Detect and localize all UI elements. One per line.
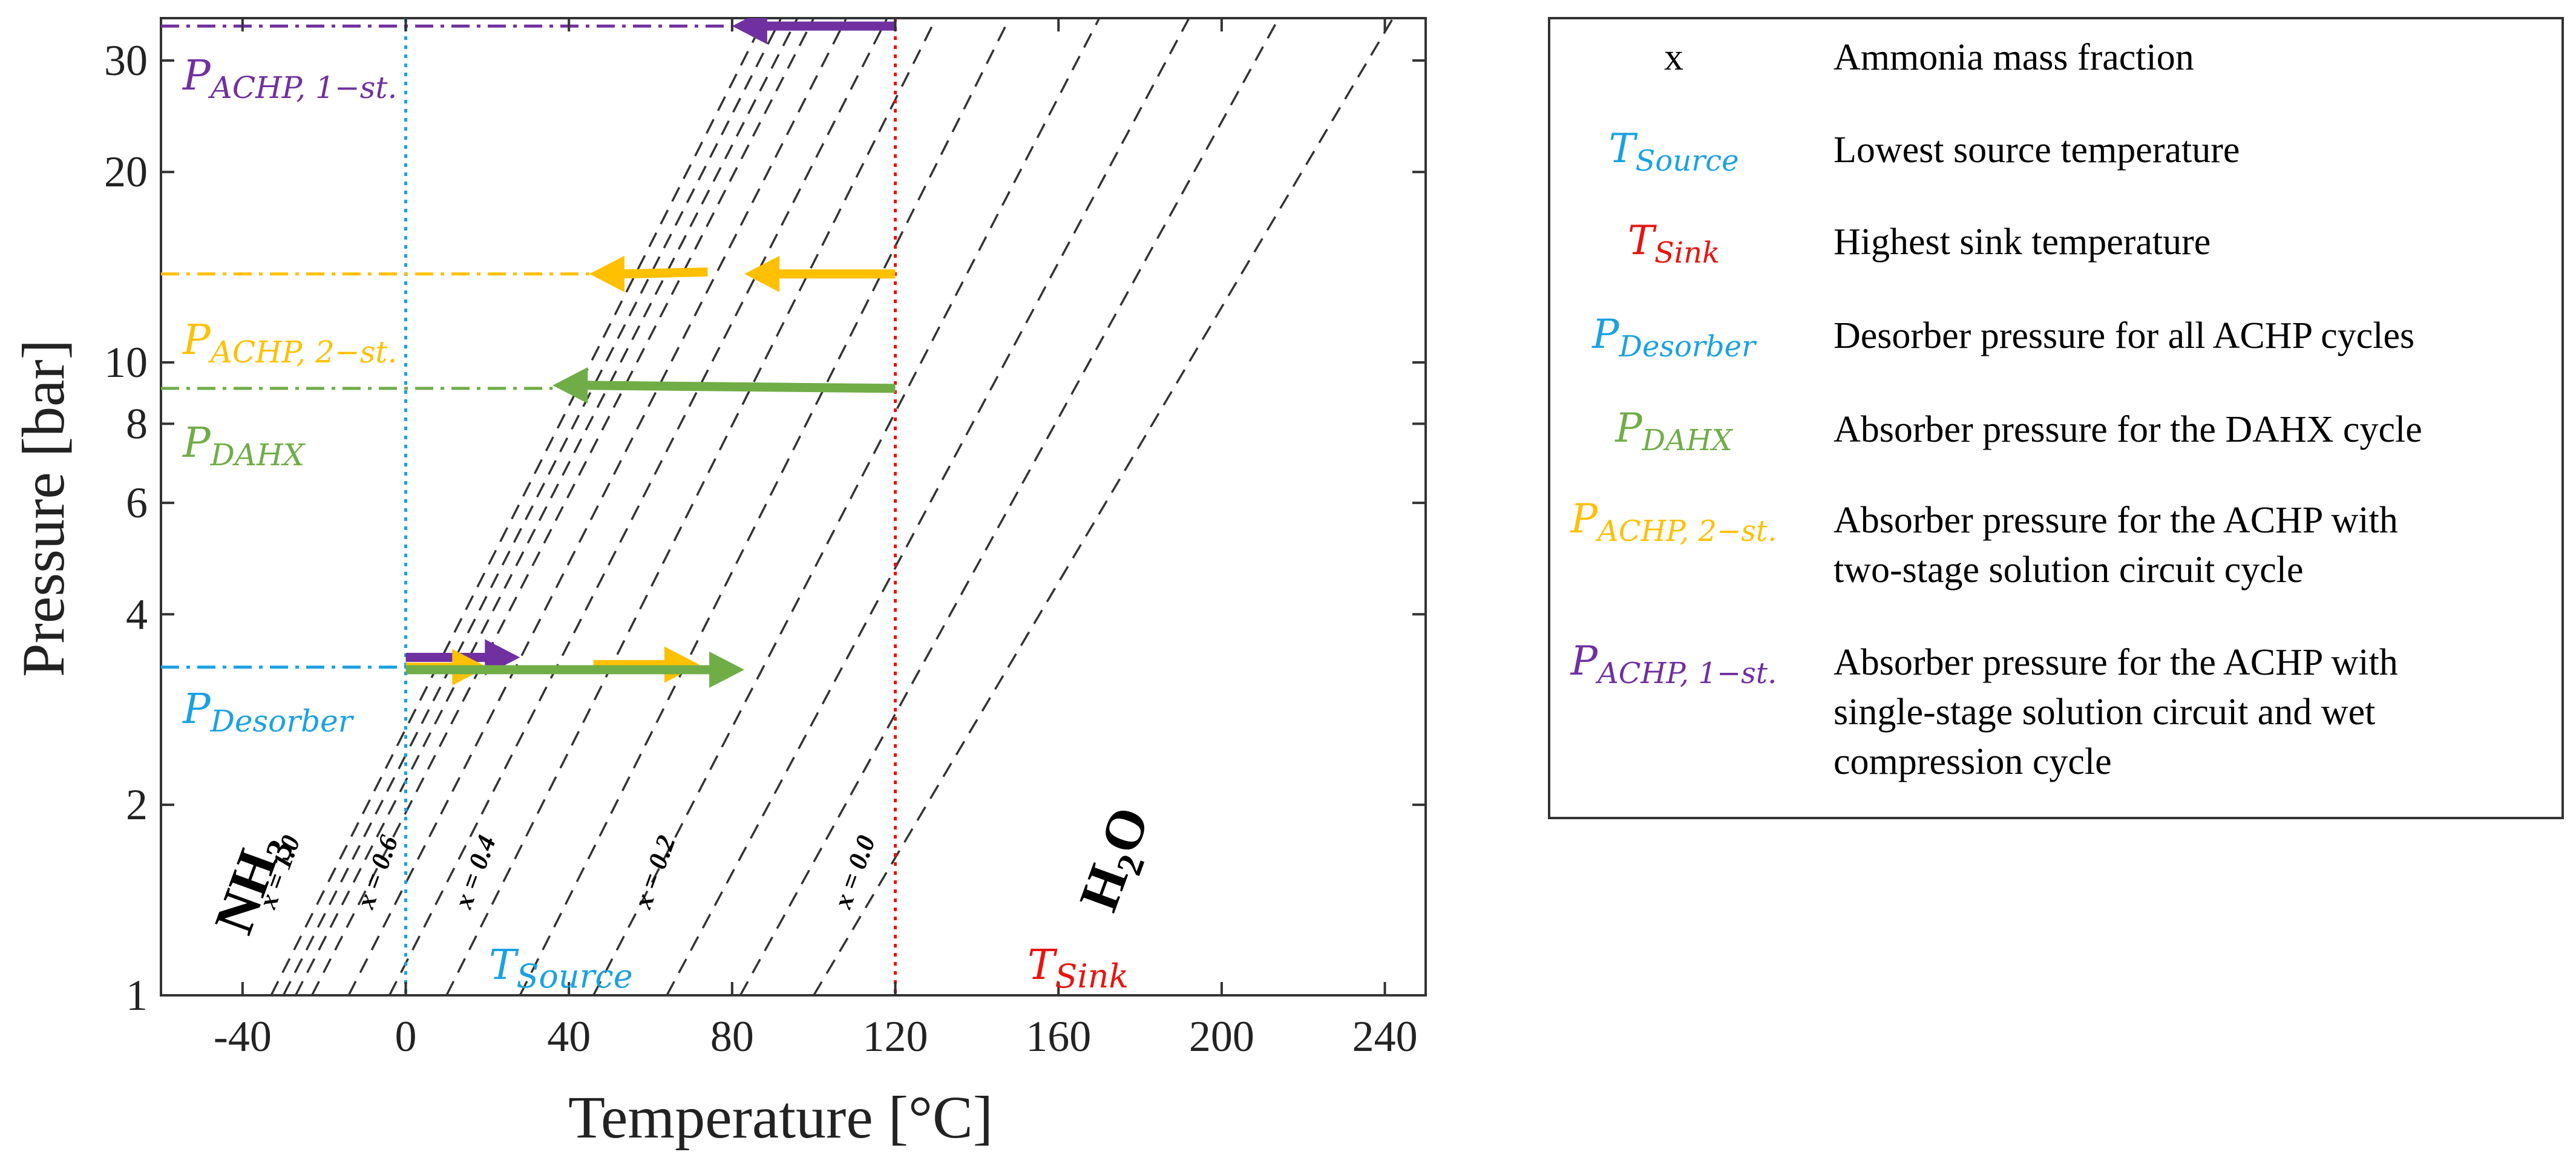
legend-symbol: PDesorber [1591,311,1757,364]
x-axis-title: Temperature [°C] [568,1084,993,1151]
legend-row: TSink Highest sink temperature [1628,217,2211,270]
isostere-line [388,18,888,995]
y-tick-label: 20 [104,148,148,196]
plot-area [160,17,1427,997]
isostere-line [739,18,1280,995]
legend-description: Absorber pressure for the DAHX cycle [1834,409,2422,450]
legend-description: Ammonia mass fraction [1834,37,2194,78]
arrow-achp-2-st- [589,255,708,292]
y-tick-label: 8 [126,399,148,448]
isostere-line [592,18,1101,995]
arrow-dahx [405,651,745,688]
legend-row: PDesorber Desorber pressure for all ACHP … [1591,311,2414,364]
y-tick-label: 4 [126,590,148,638]
legend-symbol: PACHP, 2−st. [1570,496,1777,548]
legend-row: PACHP, 2−st. Absorber pressure for the AC… [1570,496,2398,591]
legend-description: Highest sink temperature [1834,221,2211,263]
y-tick-label: 10 [104,338,148,387]
legend-symbol: TSource [1609,125,1739,178]
legend-symbol: PACHP, 1−st. [1570,638,1777,690]
x-tick-label: 200 [1189,1012,1254,1061]
legend-row: PACHP, 1−st. Absorber pressure for the AC… [1570,638,2398,782]
legend-description: Absorber pressure for the ACHP with [1834,642,2398,683]
arrow-achp-1-st- [732,18,896,45]
x-tick-label: 240 [1352,1012,1418,1061]
x-tick-label: -40 [214,1012,272,1061]
y-tick-label: 1 [126,971,148,1020]
legend-description: single-stage solution circuit and wet [1834,692,2375,733]
legend-description: Desorber pressure for all ACHP cycles [1834,315,2414,356]
isostere-line [813,18,1394,995]
y-tick-label: 6 [126,479,148,527]
isostere-line [347,18,848,995]
legend-symbol: PDAHX [1614,405,1733,457]
x-tick-label: 120 [863,1012,928,1061]
legend: x Ammonia mass fraction TSource Lowest sour… [1570,35,2422,782]
x-tick-label: 80 [710,1012,754,1061]
legend-symbol: TSink [1628,217,1720,270]
legend-description: two-stage solution circuit cycle [1834,549,2303,591]
t-source-annotation: TSource [489,941,633,995]
isostere-line [666,18,1190,995]
y-tick-label: 2 [126,781,148,829]
isostere-line [294,18,799,995]
isostere-line [310,18,815,995]
isostere-line [445,18,937,995]
isostere-line [519,18,1011,995]
legend-description: Absorber pressure for the ACHP with [1834,500,2398,541]
y-axis-title: Pressure [bar] [10,339,77,677]
legend-box [1548,17,2564,819]
legend-description: Lowest source temperature [1834,129,2240,171]
y-tick-label: 30 [104,36,148,85]
legend-symbol: x [1664,35,1683,78]
legend-description: compression cycle [1834,741,2112,782]
isostere-line [270,18,766,995]
arrow-dahx [552,367,896,404]
x-tick-label: 160 [1026,1012,1091,1061]
isostere-line [282,18,782,995]
legend-row: PDAHX Absorber pressure for the DAHX cycl… [1614,405,2422,457]
arrow-achp-2-st- [744,255,896,292]
legend-row: x Ammonia mass fraction [1664,35,2194,78]
legend-row: TSource Lowest source temperature [1609,125,2240,178]
x-tick-label: 40 [547,1012,591,1061]
x-tick-label: 0 [395,1012,417,1061]
